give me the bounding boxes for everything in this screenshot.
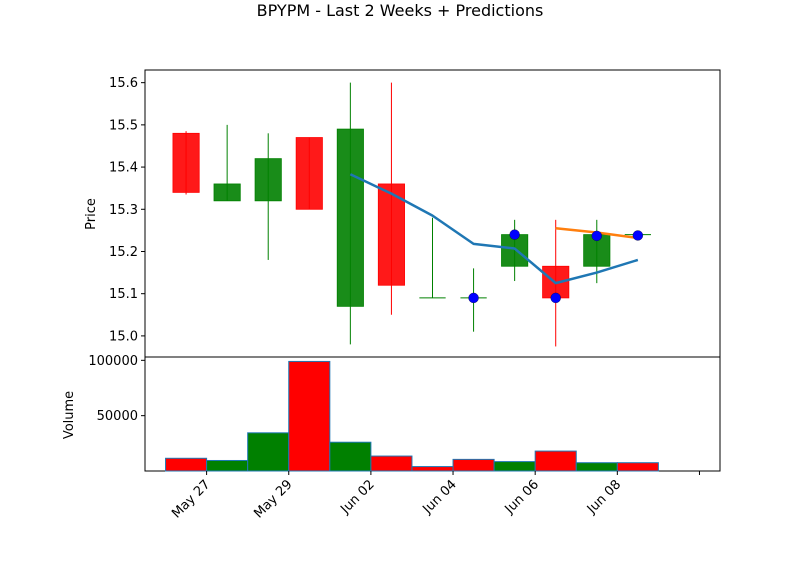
volume-bar — [370, 455, 413, 472]
price-y-tick-label: 15.6 — [109, 76, 138, 91]
volume-bar — [575, 462, 618, 472]
x-tick-label: May 27 — [169, 477, 213, 521]
volume-axis-label: Volume — [62, 391, 77, 439]
prediction-marker — [632, 230, 644, 241]
prediction-marker — [468, 292, 479, 304]
candle-body — [336, 128, 364, 307]
candle-body — [295, 137, 323, 210]
volume-plot-area — [144, 356, 721, 472]
candle-body — [583, 234, 611, 267]
price-y-tick-label: 15.3 — [109, 203, 138, 218]
price-y-tick-label: 15.2 — [109, 245, 138, 260]
price-axis-label: Price — [84, 198, 99, 230]
prediction-marker — [591, 230, 602, 242]
x-tick-label: Jun 08 — [584, 477, 624, 517]
candle-body — [213, 183, 241, 202]
volume-y-tick-label: 100000 — [88, 354, 138, 369]
price-panel: 15.0 15.1 15.2 15.3 15.4 15.5 15.6 — [109, 69, 721, 358]
price-y-tick-label: 15.5 — [109, 118, 138, 133]
volume-bar — [288, 360, 331, 472]
volume-bar — [452, 458, 495, 472]
price-y-tick-label: 15.0 — [109, 329, 138, 344]
volume-bar — [411, 466, 454, 472]
x-tick-label: Jun 02 — [337, 477, 377, 517]
volume-bar — [534, 450, 577, 472]
prediction-marker — [509, 229, 520, 240]
volume-panel: 50000 100000 — [88, 354, 721, 472]
volume-bar — [493, 461, 536, 472]
volume-bar — [616, 462, 659, 472]
candle-body — [172, 132, 200, 193]
price-y-tick-label: 15.1 — [109, 287, 138, 302]
x-tick-label: Jun 04 — [420, 477, 460, 517]
volume-bar — [329, 441, 372, 472]
chart-title: BPYPM - Last 2 Weeks + Predictions — [257, 1, 544, 20]
volume-bar — [247, 432, 290, 472]
volume-bar — [165, 457, 208, 472]
candle-body — [254, 158, 282, 202]
volume-bar — [206, 459, 249, 472]
x-axis: May 27 May 29 Jun 02 Jun 04 Jun 06 Jun 08 — [169, 471, 700, 521]
prediction-line — [349, 173, 639, 285]
x-tick-label: Jun 06 — [502, 477, 542, 517]
price-y-tick-label: 15.4 — [109, 161, 138, 176]
candle-body — [377, 183, 405, 286]
prediction-marker — [550, 292, 561, 304]
price-plot-area — [144, 69, 721, 358]
x-tick-label: May 29 — [251, 477, 295, 521]
volume-y-tick-label: 50000 — [97, 409, 138, 424]
